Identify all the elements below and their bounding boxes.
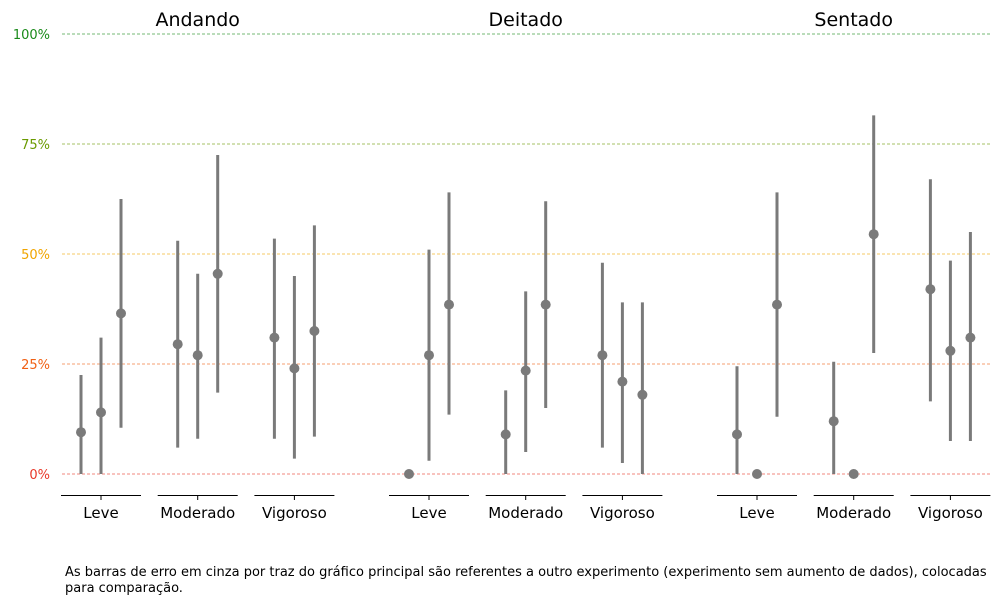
data-point <box>540 299 551 310</box>
category-label: Moderado <box>816 504 891 522</box>
y-tick-label: 0% <box>29 468 50 483</box>
data-point <box>309 326 320 336</box>
data-point <box>752 469 762 479</box>
data-point <box>828 416 839 427</box>
data-point <box>116 308 126 319</box>
data-point <box>597 350 608 361</box>
data-point <box>732 429 742 440</box>
category-label: Moderado <box>488 504 563 522</box>
data-point <box>520 365 531 376</box>
data-point <box>404 469 414 479</box>
data-point <box>76 427 86 438</box>
y-tick-label: 50% <box>21 248 50 263</box>
category-label: Leve <box>739 504 774 522</box>
category-label: Leve <box>83 504 118 522</box>
data-point <box>172 339 183 350</box>
data-point <box>96 407 106 418</box>
data-point <box>617 376 628 387</box>
chart-svg: 0% 25% 50% 75% 100% Andando Deitado Sentado Leve… <box>13 9 992 522</box>
data-point <box>868 229 879 240</box>
y-tick-label: 100% <box>13 28 50 43</box>
data-point <box>965 332 976 343</box>
category-label: Vigoroso <box>262 504 327 522</box>
data-point <box>945 345 956 356</box>
group-title: Deitado <box>489 9 563 31</box>
data-point <box>848 469 859 479</box>
data-point <box>925 284 936 295</box>
category-label: Moderado <box>160 504 235 522</box>
data-point <box>192 350 203 361</box>
data-point <box>637 389 648 400</box>
y-tick-label: 75% <box>21 138 50 153</box>
category-label: Vigoroso <box>590 504 655 522</box>
category-label: Vigoroso <box>918 504 983 522</box>
chart-caption: As barras de erro em cinza por traz do g… <box>65 565 987 596</box>
data-point <box>424 350 434 361</box>
group-title: Andando <box>155 9 239 31</box>
data-point <box>289 363 300 374</box>
y-tick-label: 25% <box>21 358 50 373</box>
category-label: Leve <box>411 504 446 522</box>
data-point <box>444 299 454 310</box>
data-point <box>269 332 280 343</box>
data-point <box>212 268 223 279</box>
group-title: Sentado <box>814 9 893 31</box>
data-point <box>500 429 511 440</box>
data-point <box>772 299 782 310</box>
